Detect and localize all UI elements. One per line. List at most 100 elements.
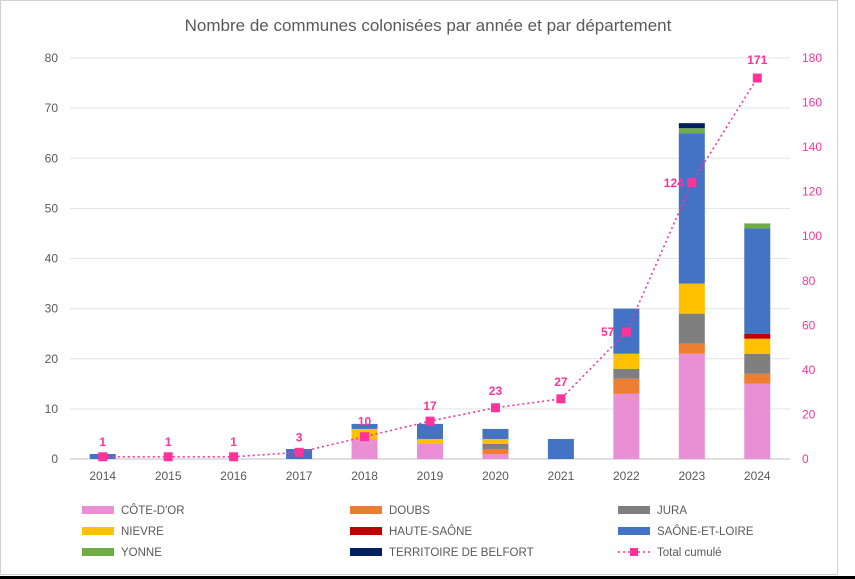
- cumulative-line: 1 1 1 3 10 17 23 27 57 124 171: [98, 53, 768, 462]
- cumulative-point: [490, 403, 500, 413]
- legend-swatch: [82, 527, 114, 535]
- legend-swatch: [350, 527, 382, 535]
- left-tick-label: 80: [45, 51, 59, 65]
- legend-label: TERRITOIRE DE BELFORT: [389, 547, 534, 559]
- x-tick-label: 2018: [351, 469, 378, 483]
- x-tick-label: 2024: [744, 469, 771, 483]
- x-tick-label: 2017: [286, 469, 313, 483]
- left-tick-label: 20: [45, 352, 59, 366]
- bar-segment: [482, 448, 509, 454]
- legend: CÔTE-D'OR DOUBS JURA NIEVRE HAUTE-SAÔNE SAÔNE…: [82, 504, 754, 559]
- left-tick-label: 70: [45, 101, 59, 115]
- x-tick-label: 2023: [678, 469, 705, 483]
- bar-segment: [744, 333, 771, 339]
- right-tick-label: 180: [802, 51, 822, 65]
- left-axis: 0 10 20 30 40 50 60 70 80: [45, 51, 59, 466]
- x-tick-label: 2019: [417, 469, 444, 483]
- right-tick-label: 120: [802, 185, 822, 199]
- left-tick-label: 40: [45, 252, 59, 266]
- bar-segment: [613, 393, 640, 459]
- bar-segment: [417, 438, 443, 444]
- x-tick-label: 2016: [220, 469, 247, 483]
- x-tick-label: 2020: [482, 469, 509, 483]
- bar-segment: [482, 438, 509, 444]
- left-tick-label: 50: [45, 201, 59, 215]
- bar-segment: [678, 313, 705, 344]
- bar-segment: [482, 443, 509, 449]
- legend-label: NIEVRE: [121, 526, 164, 538]
- cumulative-point: [163, 452, 173, 462]
- legend-swatch: [350, 506, 382, 514]
- right-axis: 0 20 40 60 80 100 120 140 160 180: [802, 51, 822, 466]
- right-tick-label: 100: [802, 229, 822, 243]
- cumulative-point: [621, 327, 631, 337]
- legend-label: YONNE: [121, 547, 162, 559]
- right-tick-label: 20: [802, 407, 816, 421]
- left-tick-label: 60: [45, 151, 59, 165]
- cumulative-point: [556, 394, 566, 404]
- legend-label: HAUTE-SAÔNE: [389, 525, 472, 538]
- legend-label: DOUBS: [389, 505, 430, 517]
- cumulative-data-label: 57: [601, 325, 615, 339]
- left-tick-label: 0: [51, 452, 58, 466]
- bar-segment: [744, 373, 771, 384]
- left-tick-label: 30: [45, 302, 59, 316]
- bar-segment: [678, 128, 705, 134]
- legend-marker: [630, 548, 638, 556]
- x-tick-label: 2014: [89, 469, 116, 483]
- cumulative-point: [98, 452, 108, 462]
- bar-segment: [744, 383, 771, 459]
- bar-segment: [678, 133, 705, 284]
- cumulative-data-label: 124: [664, 176, 684, 190]
- bar-segment: [678, 283, 705, 314]
- legend-swatch: [618, 506, 650, 514]
- bar-segment: [678, 343, 705, 354]
- cumulative-point: [425, 416, 435, 426]
- right-tick-label: 0: [802, 452, 809, 466]
- cumulative-point: [294, 447, 304, 457]
- bar-segment: [613, 368, 640, 379]
- chart-title: Nombre de communes colonisées par année …: [185, 16, 672, 35]
- left-tick-label: 10: [45, 402, 59, 416]
- bar-segment: [351, 423, 378, 429]
- right-tick-label: 80: [802, 274, 816, 288]
- legend-label: JURA: [657, 505, 687, 517]
- cumulative-data-label: 1: [165, 435, 172, 449]
- cumulative-data-label: 10: [358, 415, 372, 429]
- cumulative-data-label: 23: [489, 384, 503, 398]
- bottom-rule: [0, 576, 855, 579]
- legend-swatch: [82, 506, 114, 514]
- bar-segment: [482, 428, 509, 439]
- right-tick-label: 140: [802, 140, 822, 154]
- legend-swatch: [618, 527, 650, 535]
- cumulative-point: [229, 452, 239, 462]
- legend-swatch: [350, 548, 382, 556]
- cumulative-data-label: 27: [554, 375, 568, 389]
- cumulative-data-label: 171: [747, 53, 767, 67]
- right-tick-label: 160: [802, 96, 822, 110]
- bar-segment: [482, 453, 509, 459]
- bar-segment: [417, 423, 443, 439]
- bar-segment: [678, 353, 705, 459]
- x-axis: 2014 2015 2016 2017 2018 2019 2020 2021 2022 2023…: [89, 469, 771, 483]
- right-tick-label: 60: [802, 318, 816, 332]
- bar-segment: [744, 223, 771, 229]
- bar-segment: [744, 228, 771, 334]
- legend-swatch: [82, 548, 114, 556]
- cumulative-point: [752, 73, 762, 83]
- cumulative-point: [687, 178, 697, 188]
- cumulative-data-label: 1: [99, 435, 106, 449]
- legend-label: CÔTE-D'OR: [121, 504, 185, 517]
- cumulative-point: [360, 432, 370, 442]
- legend-label: SAÔNE-ET-LOIRE: [657, 525, 754, 538]
- bar-segment: [547, 438, 574, 459]
- bar-segment: [417, 443, 443, 459]
- legend-label: Total cumulé: [657, 547, 722, 559]
- bar-segment: [744, 338, 771, 354]
- bar-segment: [351, 438, 378, 459]
- bar-segment: [613, 378, 640, 394]
- bar-segment: [613, 353, 640, 369]
- cumulative-data-label: 17: [423, 399, 437, 413]
- cumulative-data-label: 3: [296, 430, 303, 444]
